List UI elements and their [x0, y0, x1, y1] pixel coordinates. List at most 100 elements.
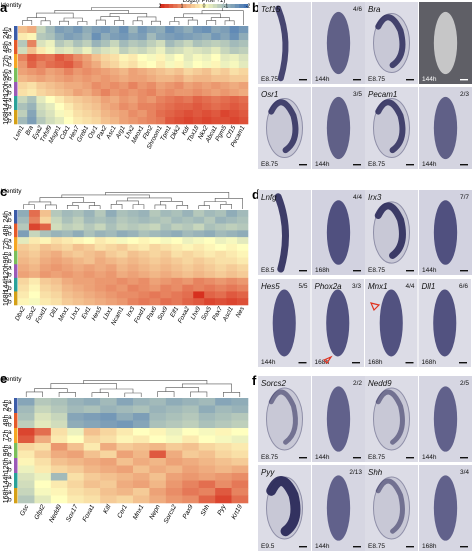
- heatmap-cell: [105, 271, 117, 279]
- timepoint-label: 96h: [3, 252, 10, 264]
- heatmap-cell: [128, 96, 138, 104]
- heatmap-cell: [156, 26, 166, 34]
- heatmap-cell: [192, 75, 203, 83]
- heatmap-cell: [18, 243, 30, 252]
- heatmap-cell: [119, 110, 129, 118]
- heatmap-cell: [220, 26, 230, 34]
- heatmap-cell: [61, 298, 74, 306]
- heatmap-cell: [34, 450, 52, 459]
- heatmap-cell: [146, 40, 157, 48]
- identity-swatch: [14, 480, 18, 489]
- dendrogram-branch: [91, 392, 109, 397]
- heatmap-cell: [165, 405, 183, 414]
- heatmap-cell: [182, 257, 194, 265]
- stage-label: E8.75: [368, 267, 385, 274]
- embryo-shape: [272, 289, 296, 357]
- heatmap-cell: [193, 210, 205, 218]
- heatmap-cell: [146, 68, 157, 76]
- heatmap-cell: [18, 458, 35, 466]
- heatmap-cell: [64, 103, 74, 111]
- heatmap-cell: [83, 495, 101, 504]
- heatmap-cell: [137, 40, 148, 48]
- heatmap-cell: [149, 495, 167, 504]
- heatmap-cell: [128, 117, 138, 125]
- scale-bar: [299, 457, 307, 459]
- panel-letter-d: d: [252, 187, 260, 202]
- heatmap-cell: [211, 61, 221, 69]
- heatmap-cell: [72, 271, 85, 279]
- heatmap-cell: [34, 465, 52, 474]
- heatmap-cell: [160, 230, 172, 238]
- heatmap-cell: [182, 405, 200, 414]
- heatmap-cell: [198, 435, 216, 444]
- embryo-shape: [433, 11, 458, 75]
- heatmap-cell: [165, 110, 175, 118]
- heatmap-cell: [183, 82, 194, 90]
- heatmap-cell: [137, 47, 148, 55]
- heatmap-cell: [174, 33, 184, 41]
- timepoint-label: 72h: [3, 430, 10, 442]
- heatmap-cell: [61, 271, 74, 279]
- heatmap-cell: [237, 271, 249, 279]
- heatmap-cell: [128, 82, 138, 90]
- heatmap-cell: [54, 117, 65, 125]
- heatmap-cell: [67, 458, 85, 466]
- heatmap-cell: [237, 223, 249, 231]
- gene-name: Pyy: [261, 468, 275, 477]
- heatmap-cell: [36, 75, 46, 83]
- gene-label: Foxa1: [81, 503, 96, 523]
- identity-swatch: [14, 284, 18, 292]
- heatmap-cell: [182, 243, 194, 252]
- heatmap-cell: [94, 216, 106, 224]
- embryo-shape: [326, 475, 351, 541]
- heatmap-cell: [105, 223, 117, 231]
- heatmap-cell: [83, 230, 95, 238]
- heatmap-cell: [137, 75, 148, 83]
- heatmap-cell: [183, 40, 194, 48]
- heatmap-cell: [54, 26, 65, 34]
- dendrogram-branch: [157, 391, 175, 397]
- heatmap-cell: [116, 435, 134, 444]
- heatmap-cell: [116, 271, 128, 279]
- replicate-label: b: [8, 48, 12, 55]
- heatmap-cell: [50, 223, 63, 231]
- heatmap-cell: [28, 277, 41, 285]
- heatmap-cell: [146, 54, 157, 62]
- heatmap-cell: [156, 54, 166, 62]
- heatmap-cell: [215, 428, 232, 436]
- heatmap-cell: [198, 450, 216, 459]
- timepoint-label: 120h: [3, 458, 10, 474]
- heatmap-cell: [149, 216, 161, 224]
- heatmap-cell: [231, 458, 249, 466]
- heatmap-cell: [226, 298, 238, 306]
- heatmap-cell: [73, 61, 83, 69]
- heatmap-cell: [100, 428, 117, 436]
- heatmap-cell: [193, 298, 205, 306]
- legend-tick: 0: [203, 4, 206, 10]
- heatmap-cell: [116, 465, 134, 474]
- legend-swatch: [243, 4, 249, 8]
- heatmap-cell: [149, 473, 167, 481]
- ish-tile: 144h: [419, 2, 472, 84]
- heatmap-cell: [91, 96, 102, 104]
- identity-swatch: [14, 230, 18, 238]
- heatmap-cell: [229, 68, 240, 76]
- identity-swatch: [14, 54, 18, 62]
- replicate-label: a: [8, 83, 12, 90]
- heatmap-cell: [127, 230, 139, 238]
- ish-tile: Lnfg E8.5: [258, 190, 311, 275]
- heatmap-cell: [165, 117, 175, 125]
- heatmap-cell: [82, 117, 92, 125]
- heatmap-cell: [127, 216, 139, 224]
- heatmap-cell: [64, 54, 74, 62]
- heatmap-cell: [67, 480, 85, 489]
- heatmap-cell: [215, 277, 227, 285]
- dendrogram-branch: [66, 205, 79, 209]
- heatmap-cell: [165, 420, 183, 429]
- heatmap-cell: [45, 61, 56, 69]
- replicate-label: a: [8, 414, 12, 421]
- ish-tile: 2/13 144h: [312, 465, 365, 551]
- heatmap-cell: [94, 237, 106, 245]
- gene-name: Tcf15: [261, 5, 281, 14]
- heatmap-cell: [54, 96, 65, 104]
